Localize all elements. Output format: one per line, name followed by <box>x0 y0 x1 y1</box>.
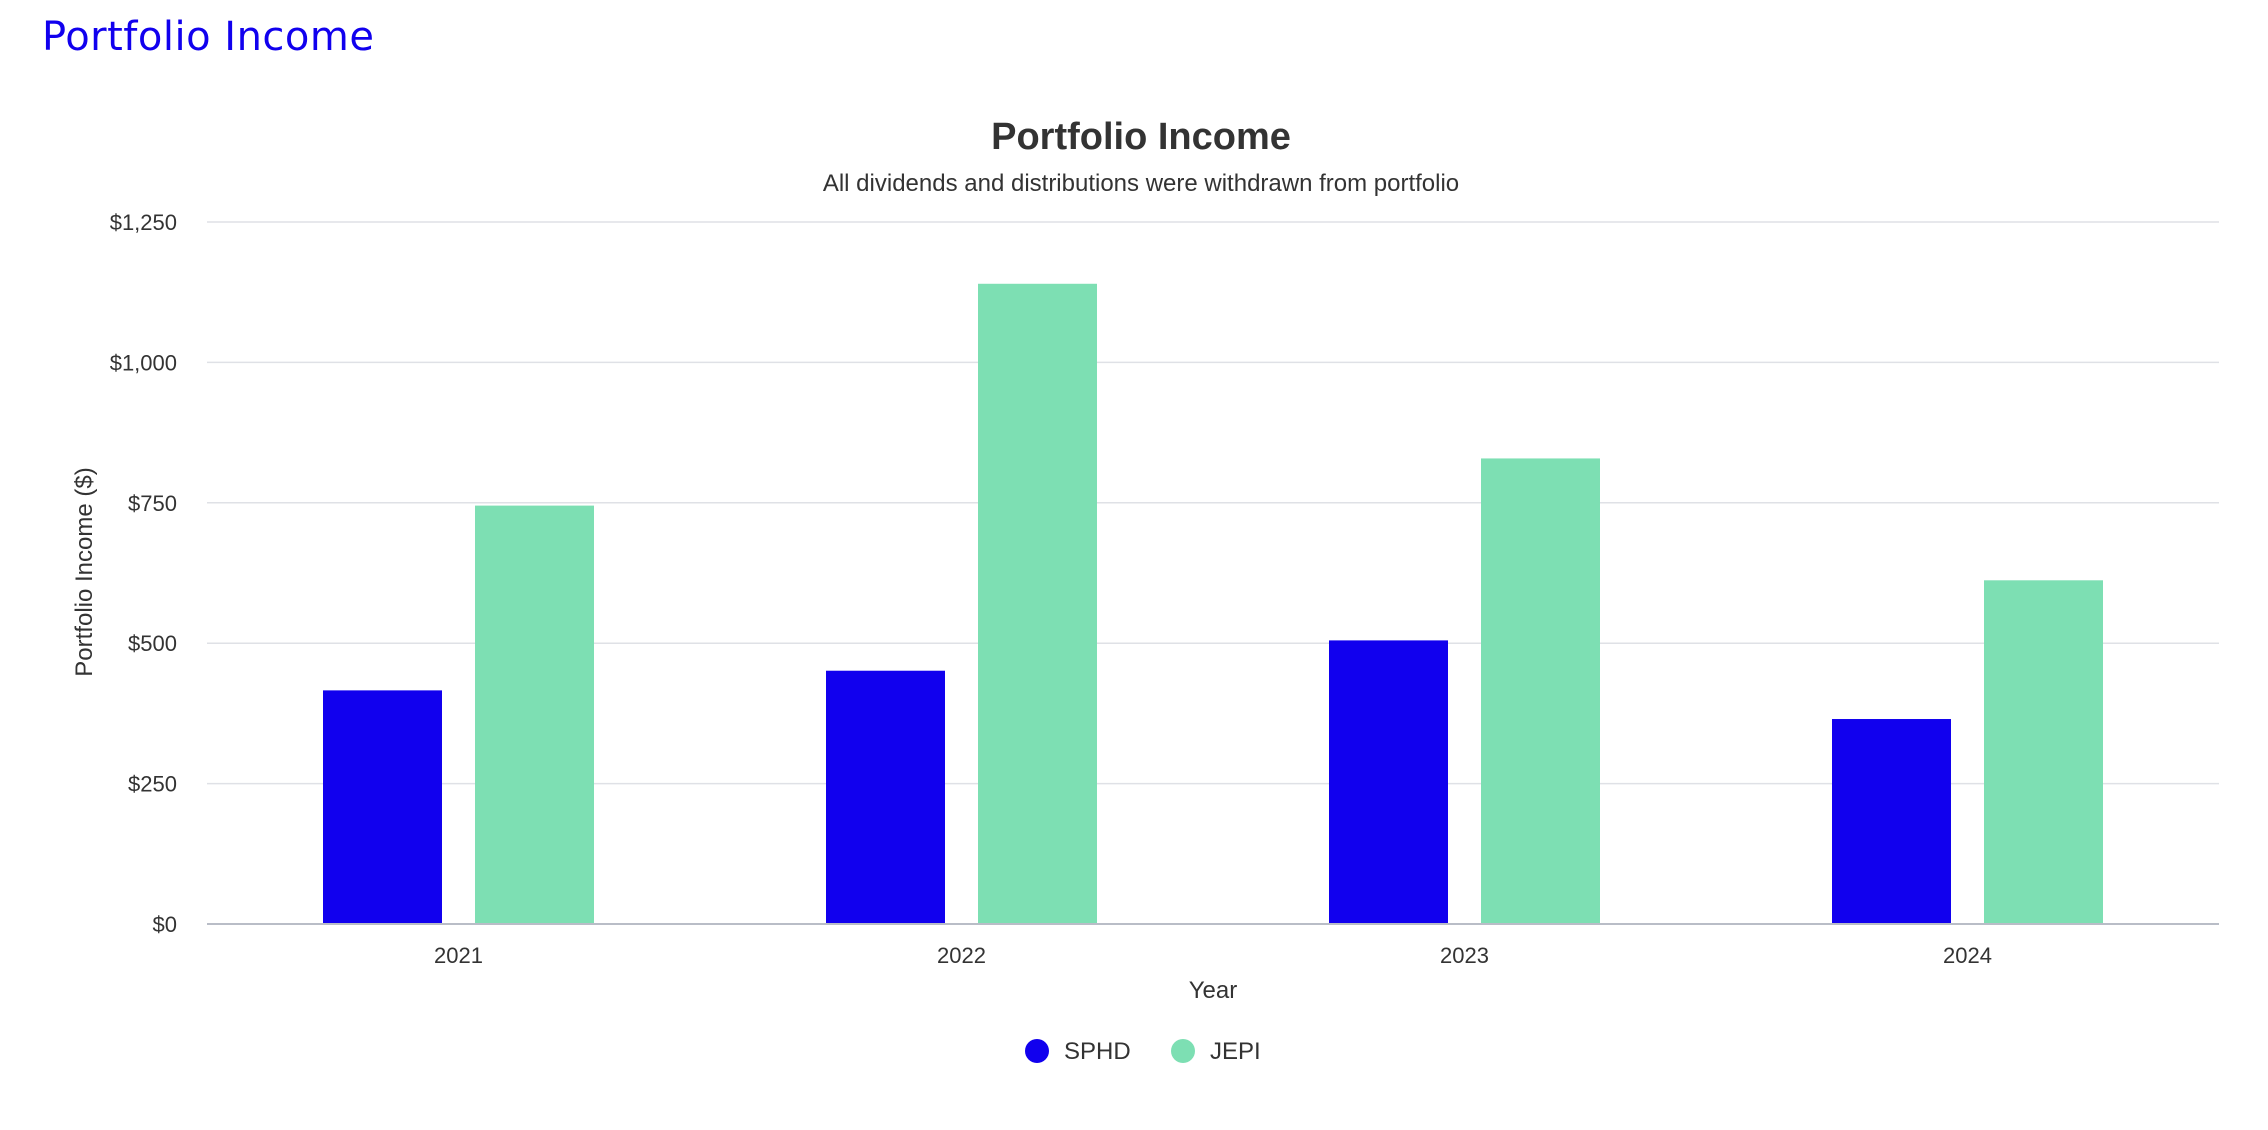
x-tick-label: 2023 <box>1440 943 1489 968</box>
x-tick-label: 2021 <box>434 943 483 968</box>
bar-sphd-2024 <box>1832 719 1951 924</box>
bar-jepi-2021 <box>475 505 594 924</box>
y-tick-label: $500 <box>128 631 177 656</box>
bar-sphd-2023 <box>1329 640 1448 924</box>
bar-jepi-2023 <box>1481 458 1600 924</box>
bar-jepi-2024 <box>1984 580 2103 924</box>
x-axis-title: Year <box>1189 977 1238 1004</box>
bars <box>323 283 2103 924</box>
y-tick-label: $0 <box>153 912 177 937</box>
legend-label-sphd: SPHD <box>1064 1038 1131 1065</box>
x-axis-tick-labels: 2021 2022 2023 2024 <box>434 943 1992 968</box>
y-tick-label: $1,250 <box>110 210 177 235</box>
y-tick-label: $750 <box>128 491 177 516</box>
bar-sphd-2021 <box>323 690 442 924</box>
page-heading: Portfolio Income <box>42 14 375 60</box>
y-tick-label: $250 <box>128 772 177 797</box>
y-axis-tick-labels: $0 $250 $500 $750 $1,000 $1,250 <box>110 210 177 937</box>
legend-marker-sphd <box>1025 1039 1049 1063</box>
bar-sphd-2022 <box>826 670 945 924</box>
legend-marker-jepi <box>1171 1039 1195 1063</box>
x-tick-label: 2022 <box>937 943 986 968</box>
legend-label-jepi: JEPI <box>1210 1038 1261 1065</box>
y-axis-title: Portfolio Income ($) <box>71 467 98 676</box>
legend: SPHD JEPI <box>1025 1038 1261 1065</box>
chart-subtitle: All dividends and distributions were wit… <box>823 170 1459 197</box>
x-tick-label: 2024 <box>1943 943 1992 968</box>
bar-jepi-2022 <box>978 283 1097 924</box>
chart-title: Portfolio Income <box>991 116 1291 158</box>
y-tick-label: $1,000 <box>110 350 177 375</box>
